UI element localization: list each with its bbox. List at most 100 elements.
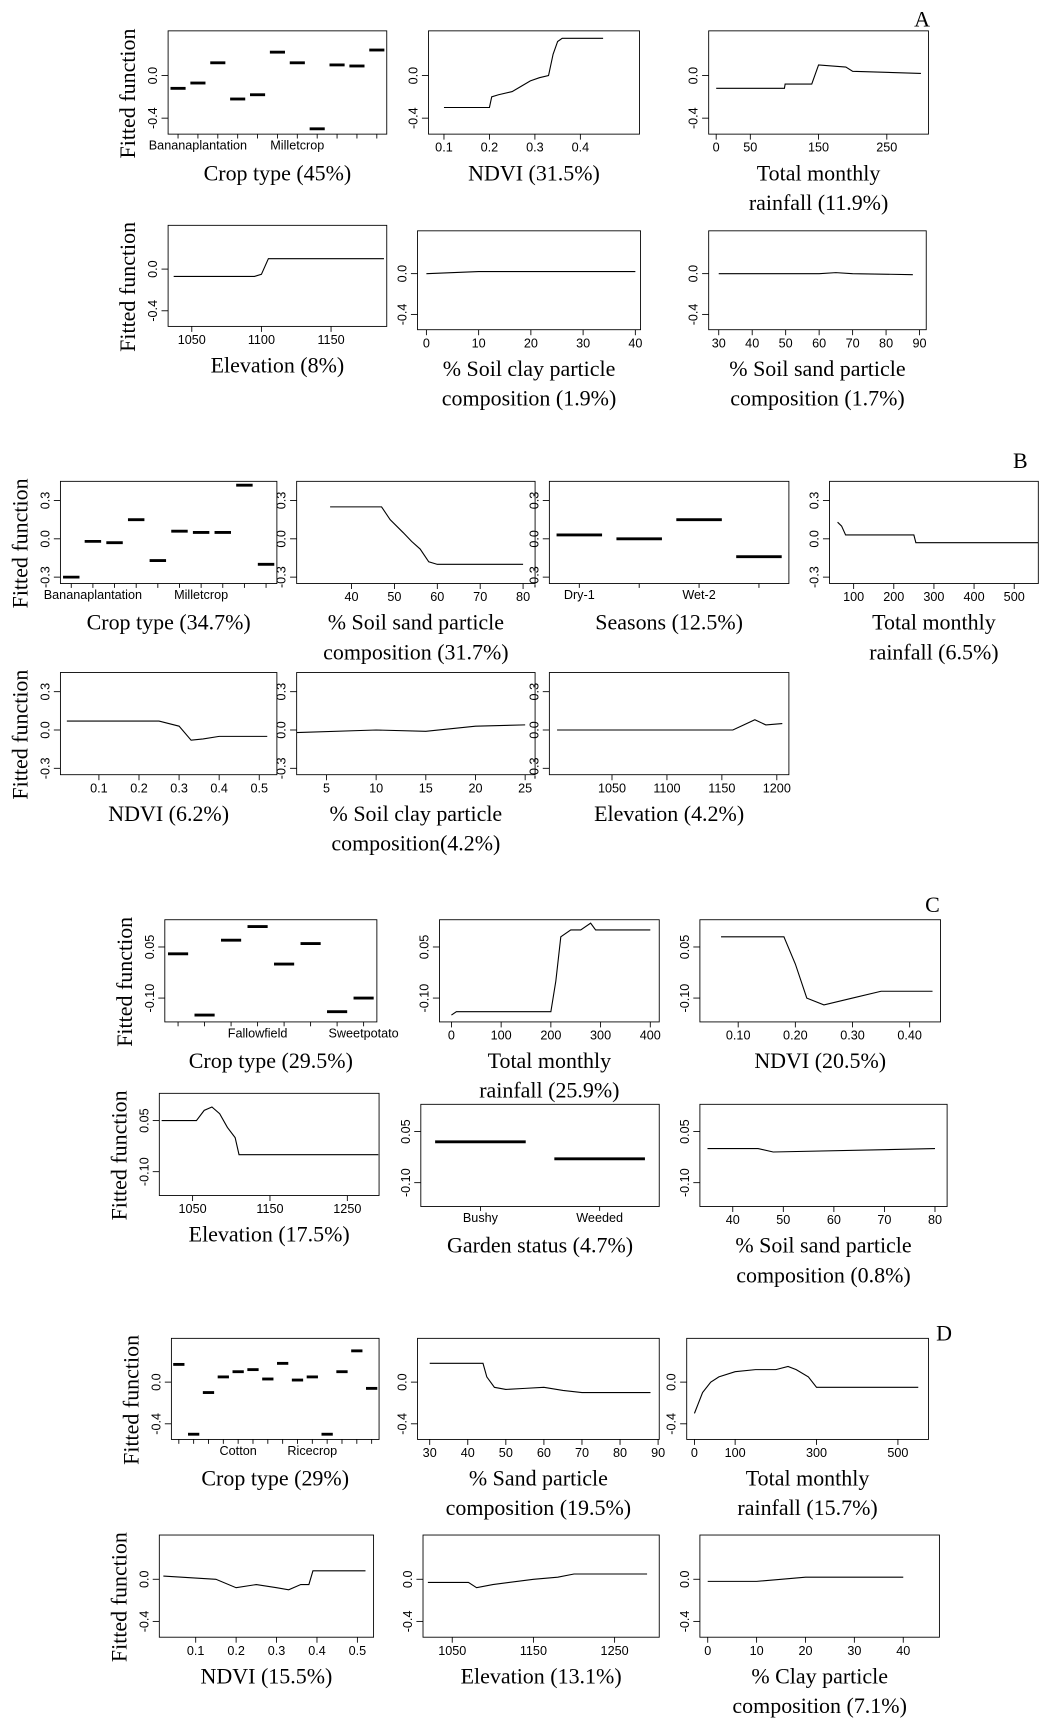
x-tick-label: 0 (704, 1644, 711, 1658)
x-tick-label: Bushy (463, 1211, 499, 1225)
x-tick-label: 250 (876, 141, 897, 155)
x-tick-label: 40 (628, 336, 642, 350)
plot-frame (548, 480, 790, 584)
y-tick-label: -0.10 (137, 1157, 151, 1186)
x-tick-label: 40 (896, 1644, 910, 1658)
fitted-line (718, 272, 913, 276)
x-axis-label: composition (19.5%) (446, 1495, 632, 1520)
x-tick-label: 80 (928, 1213, 942, 1227)
plot-frame (422, 1534, 660, 1638)
y-tick-label: -0.10 (678, 1168, 692, 1197)
x-tick-label: 90 (651, 1446, 665, 1460)
x-tick-label: 10 (369, 781, 383, 795)
y-tick-label: -0.4 (687, 107, 701, 129)
fitted-line (693, 1365, 919, 1414)
y-tick-label: 0.3 (527, 683, 541, 701)
y-tick-label: 0.05 (678, 935, 692, 960)
y-axis-label: Fitted function (106, 1090, 131, 1220)
x-tick-label: 0.2 (130, 781, 148, 795)
y-axis-label: Fitted function (118, 1335, 143, 1465)
x-tick-label: 0.3 (268, 1644, 286, 1658)
x-tick-label: 1150 (520, 1644, 547, 1658)
y-tick-label: 0.0 (146, 260, 160, 278)
y-tick-label: -0.4 (146, 107, 160, 129)
plot-frame (439, 919, 660, 1023)
y-tick-label: 0.05 (399, 1119, 413, 1144)
y-tick-label: -0.4 (401, 1611, 415, 1633)
y-tick-label: -0.3 (275, 566, 289, 588)
y-tick-label: 0.05 (678, 1119, 692, 1144)
x-tick-label: 0.5 (250, 781, 268, 795)
x-tick-label: 70 (473, 590, 487, 604)
x-axis-label: Elevation (4.2%) (594, 801, 744, 826)
x-tick-label: 0 (448, 1028, 455, 1042)
y-tick-label: -0.10 (143, 984, 157, 1013)
plot-frame (296, 480, 536, 584)
y-axis-label: Fitted function (112, 917, 137, 1047)
y-tick-label: 0.0 (665, 1373, 679, 1391)
y-tick-label: 0.3 (38, 683, 52, 701)
plot-frame (699, 1103, 948, 1207)
x-tick-label: 0 (423, 336, 430, 350)
fitted-line (66, 720, 268, 741)
x-tick-label: 1200 (763, 781, 791, 795)
x-tick-label: Milletcrop (270, 139, 324, 153)
x-axis-label: % Soil sand particle (729, 356, 905, 381)
panel-label: B (1013, 448, 1028, 473)
x-axis-label: % Soil sand particle (328, 610, 504, 635)
x-tick-label: 1100 (248, 333, 275, 347)
x-axis-label: Seasons (12.5%) (595, 610, 743, 635)
y-tick-label: 0.0 (808, 530, 822, 548)
x-tick-label: Ricecrop (287, 1444, 337, 1458)
x-tick-label: 50 (779, 336, 793, 350)
x-axis-label: % Soil sand particle (735, 1233, 911, 1258)
x-axis-label: rainfall (6.5%) (869, 639, 998, 664)
fitted-line (721, 936, 933, 1006)
x-axis-label: Elevation (8%) (211, 353, 345, 378)
x-tick-label: 300 (590, 1028, 611, 1042)
x-tick-label: 300 (923, 590, 944, 604)
x-axis-label: % Soil clay particle (443, 356, 616, 381)
plot-frame (708, 230, 927, 331)
x-tick-label: Bananaplantation (149, 139, 247, 153)
fitted-line (330, 506, 524, 565)
panel-label: C (925, 892, 940, 917)
x-tick-label: 100 (725, 1446, 746, 1460)
x-tick-label: 0 (713, 141, 720, 155)
x-tick-label: 60 (537, 1446, 551, 1460)
x-tick-label: Fallowfield (228, 1026, 288, 1040)
x-tick-label: 60 (827, 1213, 841, 1227)
y-axis-label: Fitted function (115, 28, 140, 158)
x-axis-label: NDVI (6.2%) (108, 801, 229, 826)
x-axis-label: % Sand particle (469, 1466, 608, 1491)
plot-frame (417, 1337, 660, 1440)
x-tick-label: Milletcrop (174, 588, 228, 602)
y-tick-label: 0.0 (38, 530, 52, 548)
x-tick-label: 50 (387, 590, 401, 604)
x-tick-label: 40 (726, 1213, 740, 1227)
fitted-line (443, 37, 604, 109)
x-axis-label: NDVI (31.5%) (468, 160, 600, 185)
x-tick-label: 20 (798, 1644, 812, 1658)
x-axis-label: Crop type (29.5%) (189, 1048, 353, 1073)
fitted-line (557, 719, 783, 731)
x-tick-label: 100 (491, 1028, 512, 1042)
x-tick-label: 200 (883, 590, 904, 604)
x-tick-label: 0.20 (783, 1028, 808, 1042)
x-axis-label: composition (7.1%) (732, 1693, 907, 1718)
fitted-line (429, 1362, 651, 1394)
y-tick-label: -0.10 (418, 984, 432, 1013)
plot-frame (548, 672, 790, 776)
x-axis-label: Total monthly (757, 160, 881, 185)
x-tick-label: 30 (847, 1644, 861, 1658)
y-tick-label: 0.3 (808, 492, 822, 510)
x-axis-label: NDVI (15.5%) (201, 1663, 333, 1688)
x-tick-label: 0.2 (227, 1644, 245, 1658)
x-tick-label: Dry-1 (564, 588, 595, 602)
x-tick-label: 40 (461, 1446, 475, 1460)
plot-frame (417, 230, 642, 331)
plot-frame (296, 672, 536, 776)
y-tick-label: -0.3 (38, 757, 52, 779)
plot-frame (167, 224, 388, 327)
